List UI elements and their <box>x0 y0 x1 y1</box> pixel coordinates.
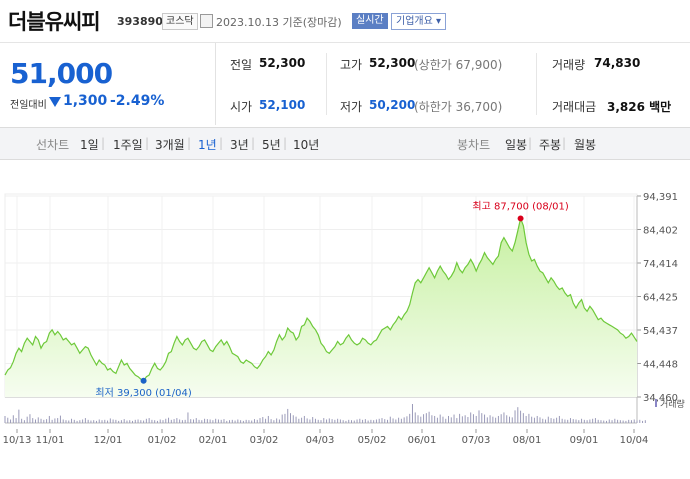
stock-header: 더블유씨피 393890 코스닥 2023.10.13 기준(장마감) 실시간 … <box>0 0 690 43</box>
change-label: 전일대비 <box>10 100 47 111</box>
market-badge: 코스닥 <box>162 13 198 30</box>
volume-legend-label: 거래량 <box>660 398 685 410</box>
divider: | <box>251 136 256 150</box>
period-toolbar: 선차트 1일 | 1주일 | 3개월 | 1년 | 3년 | 5년 | 10년 … <box>0 127 690 160</box>
volume-label: 거래량 <box>552 58 586 72</box>
x-tick-label: 03/02 <box>250 435 279 446</box>
y-tick-label: 74,414 <box>643 259 678 270</box>
divider: | <box>283 136 288 150</box>
tab-1d[interactable]: 1일 <box>80 138 99 152</box>
tab-1y[interactable]: 1년 <box>198 138 217 152</box>
max-label: 최고 87,700 (08/01) <box>472 200 568 212</box>
min-marker <box>140 377 147 384</box>
low-label: 저가 <box>340 100 363 114</box>
x-tick-label: 11/01 <box>36 435 65 446</box>
tab-5y[interactable]: 5년 <box>262 138 281 152</box>
price-change: 1,300 <box>63 93 108 109</box>
tab-1w[interactable]: 1주일 <box>113 138 143 152</box>
current-price: 51,000 <box>10 57 113 90</box>
x-tick-label: 04/03 <box>306 435 335 446</box>
x-tick-label: 06/01 <box>408 435 437 446</box>
prev-close-value: 52,300 <box>259 56 306 70</box>
tab-3y[interactable]: 3년 <box>230 138 249 152</box>
divider <box>536 53 537 115</box>
prev-close-label: 전일 <box>230 58 253 72</box>
divider: | <box>528 136 533 150</box>
price-line <box>4 216 638 382</box>
open-label: 시가 <box>230 100 253 114</box>
high-value: 52,300 <box>369 56 416 70</box>
max-marker <box>517 215 524 222</box>
price-change-percent: -2.49% <box>110 93 165 109</box>
calendar-icon <box>200 14 213 28</box>
tab-weekly[interactable]: 주봉 <box>539 138 562 152</box>
price-chart: 94,391 84,402 74,414 64,425 54,437 44,448 34,4… <box>3 192 685 446</box>
x-tick-label: 08/01 <box>513 435 542 446</box>
down-triangle-icon <box>49 97 61 107</box>
divider: | <box>562 136 567 150</box>
y-tick-label: 64,425 <box>643 293 678 304</box>
min-label: 최저 39,300 (01/04) <box>95 387 191 399</box>
tab-3m[interactable]: 3개월 <box>155 138 185 152</box>
price-area <box>5 218 637 397</box>
stock-name: 더블유씨피 <box>8 10 101 34</box>
low-value: 50,200 <box>369 98 416 112</box>
y-tick-label: 94,391 <box>643 192 678 203</box>
x-tick-label: 02/01 <box>199 435 228 446</box>
volume-legend-swatch <box>655 399 657 407</box>
y-tick-label: 44,448 <box>643 360 678 371</box>
y-tick-label: 34,460 <box>643 393 678 404</box>
company-overview-button[interactable]: 기업개요 ▾ <box>391 13 447 30</box>
open-value: 52,100 <box>259 98 306 112</box>
tab-daily[interactable]: 일봉 <box>505 138 528 152</box>
divider: | <box>145 136 150 150</box>
x-tick-label: 09/01 <box>570 435 599 446</box>
x-tick-label: 10/04 <box>620 435 649 446</box>
high-label: 고가 <box>340 58 363 72</box>
divider: | <box>101 136 106 150</box>
divider: | <box>219 136 224 150</box>
company-overview-label: 기업개요 <box>396 16 433 27</box>
divider <box>326 53 327 115</box>
chevron-down-icon: ▾ <box>436 16 442 27</box>
x-tick-label: 01/02 <box>148 435 177 446</box>
price-box: 51,000 전일대비 1,300 -2.49% <box>0 43 216 125</box>
realtime-button[interactable]: 실시간 <box>352 13 388 29</box>
stock-code: 393890 <box>117 15 163 28</box>
quote-date: 2023.10.13 기준(장마감) <box>216 16 342 29</box>
upper-limit: (상한가 67,900) <box>414 58 503 72</box>
lower-limit: (하한가 36,700) <box>414 100 503 114</box>
candle-chart-label: 봉차트 <box>457 138 491 152</box>
x-tick-label: 10/13 <box>3 435 32 446</box>
y-tick-label: 54,437 <box>643 326 678 337</box>
stats-panel: 전일 52,300 고가 52,300 (상한가 67,900) 거래량 74,… <box>216 43 690 125</box>
x-tick-label: 05/02 <box>358 435 387 446</box>
tab-monthly[interactable]: 월봉 <box>574 138 597 152</box>
amount-label: 거래대금 <box>552 100 597 114</box>
x-tick-label: 12/01 <box>94 435 123 446</box>
line-chart-label: 선차트 <box>36 138 70 152</box>
x-tick-label: 07/03 <box>462 435 491 446</box>
volume-value: 74,830 <box>594 56 641 70</box>
y-tick-label: 84,402 <box>643 226 678 237</box>
tab-10y[interactable]: 10년 <box>293 138 320 152</box>
divider: | <box>187 136 192 150</box>
amount-value: 3,826 백만 <box>607 100 672 114</box>
